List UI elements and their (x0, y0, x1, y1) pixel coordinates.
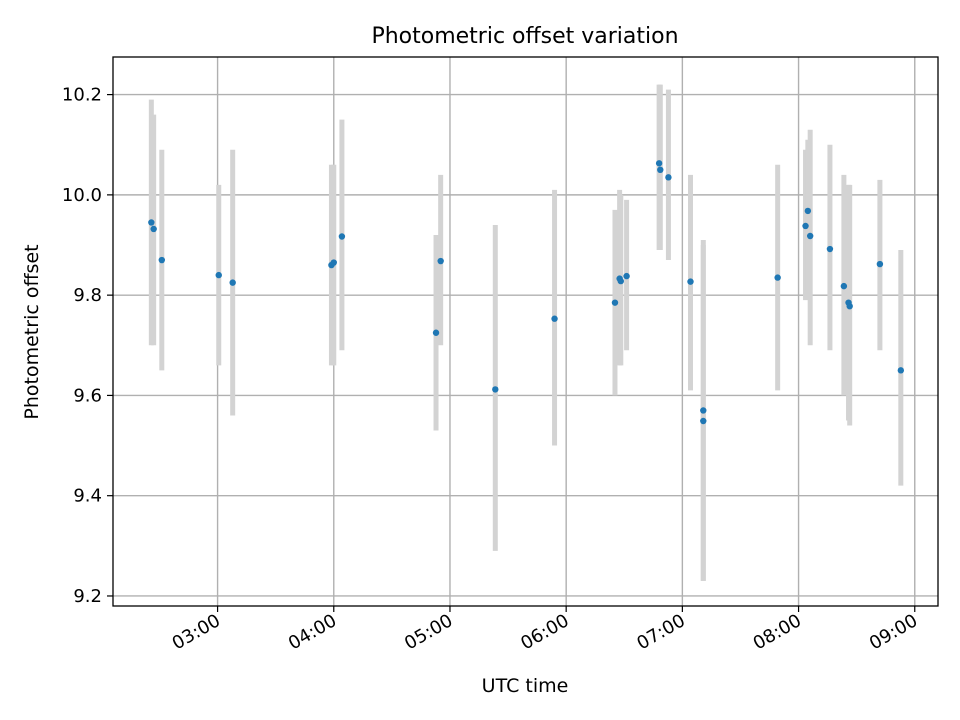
data-point (774, 274, 781, 281)
data-point (150, 225, 157, 233)
data-point (826, 245, 834, 253)
x-tick-label: 08:00 (750, 610, 805, 654)
data-point (617, 277, 624, 285)
data-point (623, 272, 630, 280)
x-tick-label: 05:00 (401, 610, 456, 654)
data-point (802, 222, 809, 230)
data-point (700, 417, 707, 425)
x-tick-label: 07:00 (633, 610, 688, 654)
data-point (665, 174, 672, 181)
y-tick-label: 9.2 (73, 586, 102, 607)
data-point (846, 302, 853, 310)
data-point (551, 315, 558, 322)
point-layer (148, 160, 905, 425)
x-tick-label: 09:00 (866, 610, 921, 654)
data-point (492, 386, 499, 393)
errorbar-layer (148, 84, 904, 581)
data-point (687, 278, 694, 285)
data-point (148, 219, 155, 226)
tick-layer: 03:00 04:00 05:00 06:00 07:00 08:00 09:00 9.2 9.… (62, 85, 921, 655)
data-point (806, 232, 814, 240)
chart-title: Photometric offset variation (371, 24, 678, 49)
data-point (804, 207, 812, 215)
data-point (338, 233, 346, 240)
x-tick-label: 06:00 (517, 610, 572, 654)
y-tick-label: 9.4 (73, 486, 102, 507)
y-tick-label: 9.8 (73, 285, 102, 306)
y-tick-label: 9.6 (73, 385, 102, 406)
data-point (330, 259, 337, 266)
data-point (700, 407, 707, 414)
data-point (657, 166, 664, 174)
data-point (158, 256, 166, 264)
data-point (611, 299, 619, 306)
data-point (215, 271, 222, 279)
data-point (437, 257, 444, 265)
data-point (897, 367, 905, 374)
y-tick-label: 10.0 (62, 185, 102, 206)
x-axis-label: UTC time (482, 675, 569, 697)
y-tick-label: 10.2 (62, 85, 102, 106)
data-point (432, 329, 440, 336)
x-tick-label: 04:00 (285, 610, 340, 654)
y-axis-label: Photometric offset (21, 244, 43, 419)
data-point (655, 160, 663, 167)
data-point (876, 260, 884, 268)
x-tick-label: 03:00 (169, 610, 224, 654)
plot-area-frame (112, 56, 939, 607)
grid-layer (113, 57, 938, 606)
data-point (840, 282, 848, 290)
data-point (229, 279, 236, 286)
